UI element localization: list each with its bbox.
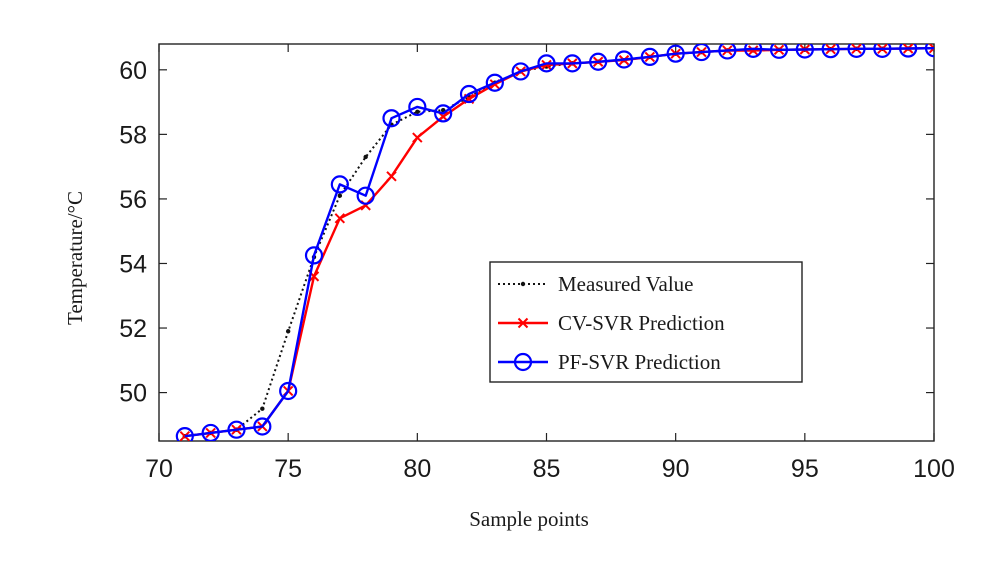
data-point-pf-svr-prediction bbox=[769, 44, 789, 59]
y-tick-label: 54 bbox=[119, 250, 147, 278]
data-point-pf-svr-prediction bbox=[847, 44, 866, 58]
data-point-pf-svr-prediction bbox=[304, 246, 324, 265]
data-point-pf-svr-prediction bbox=[718, 44, 737, 60]
legend-label: CV-SVR Prediction bbox=[558, 311, 725, 335]
data-point-pf-svr-prediction bbox=[459, 84, 479, 104]
legend-marker bbox=[517, 317, 529, 329]
data-point-pf-svr-prediction bbox=[614, 50, 634, 69]
legend-marker bbox=[513, 352, 533, 372]
data-point-pf-svr-prediction bbox=[899, 44, 918, 58]
data-point-pf-svr-prediction bbox=[511, 62, 530, 81]
data-point-pf-svr-prediction bbox=[744, 44, 763, 58]
data-point-pf-svr-prediction bbox=[201, 423, 220, 441]
data-point-pf-svr-prediction bbox=[589, 52, 608, 71]
x-tick-label: 85 bbox=[533, 455, 561, 483]
x-tick-label: 100 bbox=[913, 455, 955, 483]
y-axis-title: Temperature/°C bbox=[63, 191, 87, 325]
y-tick-label: 58 bbox=[119, 121, 147, 149]
x-tick-label: 90 bbox=[662, 455, 690, 483]
data-point-measured-value bbox=[363, 154, 368, 160]
data-point-pf-svr-prediction bbox=[563, 54, 582, 73]
legend-item-measured-value: Measured Value bbox=[498, 272, 694, 296]
data-point-cv-svr-prediction bbox=[386, 171, 397, 182]
y-tick-label: 50 bbox=[119, 380, 147, 408]
data-point-pf-svr-prediction bbox=[795, 44, 814, 59]
x-tick-label: 75 bbox=[274, 455, 302, 483]
data-point-cv-svr-prediction bbox=[928, 44, 934, 54]
data-point-pf-svr-prediction bbox=[434, 104, 453, 123]
x-axis-title: Sample points bbox=[469, 507, 589, 531]
data-point-measured-value bbox=[285, 329, 291, 334]
data-point-pf-svr-prediction bbox=[485, 73, 504, 92]
legend-label: PF-SVR Prediction bbox=[558, 350, 721, 374]
y-tick-label: 60 bbox=[119, 57, 147, 85]
data-point-pf-svr-prediction bbox=[408, 97, 427, 117]
data-point-pf-svr-prediction bbox=[640, 47, 659, 67]
series-pf-svr-prediction bbox=[175, 44, 934, 441]
x-tick-label: 80 bbox=[403, 455, 431, 483]
legend-label: Measured Value bbox=[558, 272, 694, 296]
data-point-pf-svr-prediction bbox=[356, 186, 375, 205]
data-point-pf-svr-prediction bbox=[279, 381, 298, 401]
data-point-cv-svr-prediction bbox=[541, 59, 552, 71]
data-point-pf-svr-prediction bbox=[382, 109, 401, 128]
legend: Measured Value CV-SVR Prediction PF-SVR Pr… bbox=[489, 261, 803, 383]
data-point-pf-svr-prediction bbox=[227, 420, 246, 439]
series-line-pf-svr-prediction bbox=[184, 47, 934, 438]
data-point-pf-svr-prediction bbox=[692, 44, 711, 62]
x-tick-label: 70 bbox=[145, 455, 173, 483]
data-point-pf-svr-prediction bbox=[175, 427, 194, 441]
data-point-pf-svr-prediction bbox=[873, 44, 892, 58]
x-tick-label: 95 bbox=[791, 455, 819, 483]
legend-item-cv-svr-prediction: CV-SVR Prediction bbox=[498, 311, 725, 335]
data-point-cv-svr-prediction bbox=[747, 45, 759, 56]
legend-item-pf-svr-prediction: PF-SVR Prediction bbox=[498, 350, 721, 374]
y-tick-label: 56 bbox=[119, 186, 147, 214]
data-point-cv-svr-prediction bbox=[334, 213, 346, 224]
data-point-pf-svr-prediction bbox=[330, 175, 349, 194]
data-point-pf-svr-prediction bbox=[666, 44, 685, 63]
data-point-measured-value bbox=[415, 109, 420, 114]
data-point-measured-value bbox=[337, 193, 343, 198]
legend-marker bbox=[520, 281, 526, 287]
data-point-pf-svr-prediction bbox=[924, 44, 934, 58]
data-point-pf-svr-prediction bbox=[537, 54, 556, 73]
data-point-pf-svr-prediction bbox=[253, 417, 272, 436]
y-tick-label: 52 bbox=[119, 315, 147, 343]
data-point-cv-svr-prediction bbox=[412, 132, 423, 143]
data-point-measured-value bbox=[260, 406, 265, 411]
data-point-pf-svr-prediction bbox=[821, 44, 840, 59]
